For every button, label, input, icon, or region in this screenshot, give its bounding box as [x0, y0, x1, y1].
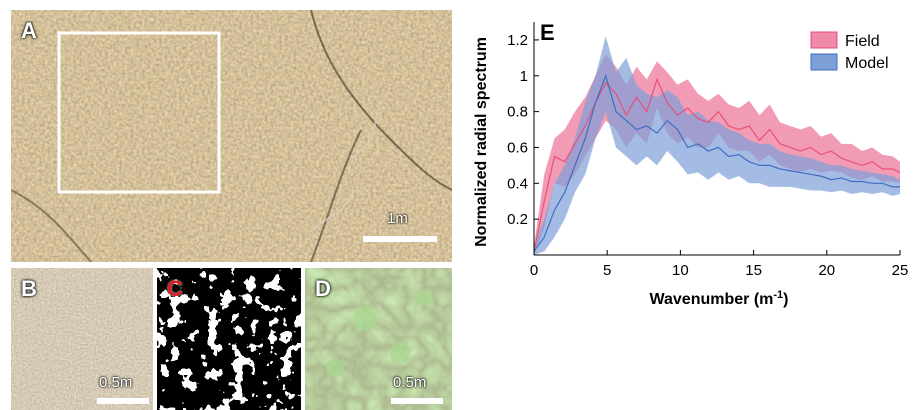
y-axis-label: Normalized radial spectrum: [473, 37, 490, 247]
grassland-photo: [11, 10, 452, 262]
panel-letter-a: A: [21, 18, 37, 43]
x-tick-label: 5: [603, 262, 611, 279]
scale-bar-b: [97, 398, 149, 404]
model-pattern: [305, 268, 452, 410]
x-axis-label-sup: -1: [773, 289, 783, 301]
line-model: [533, 73, 900, 252]
x-axis-label-main: Wavenumber (m: [650, 291, 774, 308]
legend-label-field: Field: [845, 33, 880, 50]
binary-vegetation-map: [157, 268, 301, 410]
x-axis-label: Wavenumber (m-1): [650, 289, 789, 308]
scale-label-a: 1m: [387, 210, 408, 227]
panel-letter-e: E: [540, 20, 555, 45]
y-tick-label: 0.8: [507, 104, 528, 121]
panel-letter-c: C: [167, 276, 183, 301]
x-axis-label-tail: ): [783, 291, 788, 308]
panel-a-photo: A 1m: [11, 10, 452, 262]
scale-label-b: 0.5m: [99, 374, 133, 391]
y-tick-label: 1: [520, 68, 528, 85]
legend-swatch-model: [810, 53, 838, 71]
band-model: [534, 36, 900, 255]
scale-bar-a: [363, 236, 437, 242]
x-tick-label: 0: [530, 262, 538, 279]
chart-legend: Field Model: [810, 31, 889, 72]
selection-box: [57, 31, 221, 194]
y-tick-label: 0.4: [507, 175, 528, 192]
x-tick-label: 25: [892, 262, 909, 279]
grass-closeup: [11, 268, 153, 410]
panel-letter-b: B: [21, 276, 37, 301]
scale-label-d: 0.5m: [393, 374, 427, 391]
x-tick-label: 15: [745, 262, 762, 279]
x-tick-label: 20: [818, 262, 835, 279]
y-tick-label: 1.2: [507, 32, 528, 49]
legend-swatch-field: [810, 31, 838, 49]
legend-label-model: Model: [845, 55, 889, 72]
y-tick-label: 0.6: [507, 139, 528, 156]
panel-e-chart: 0 5 10 15 20 25 0.2 0.4 0.6 0.8 1 1.2 E Field Model…: [473, 20, 909, 308]
panel-b-photo: B 0.5m: [11, 268, 153, 410]
panel-letter-d: D: [315, 276, 331, 301]
panel-d-model: D 0.5m: [305, 268, 452, 410]
y-tick-label: 0.2: [507, 211, 528, 228]
panel-c-binary: C: [157, 268, 301, 410]
x-tick-label: 10: [672, 262, 689, 279]
scale-bar-d: [391, 398, 443, 404]
